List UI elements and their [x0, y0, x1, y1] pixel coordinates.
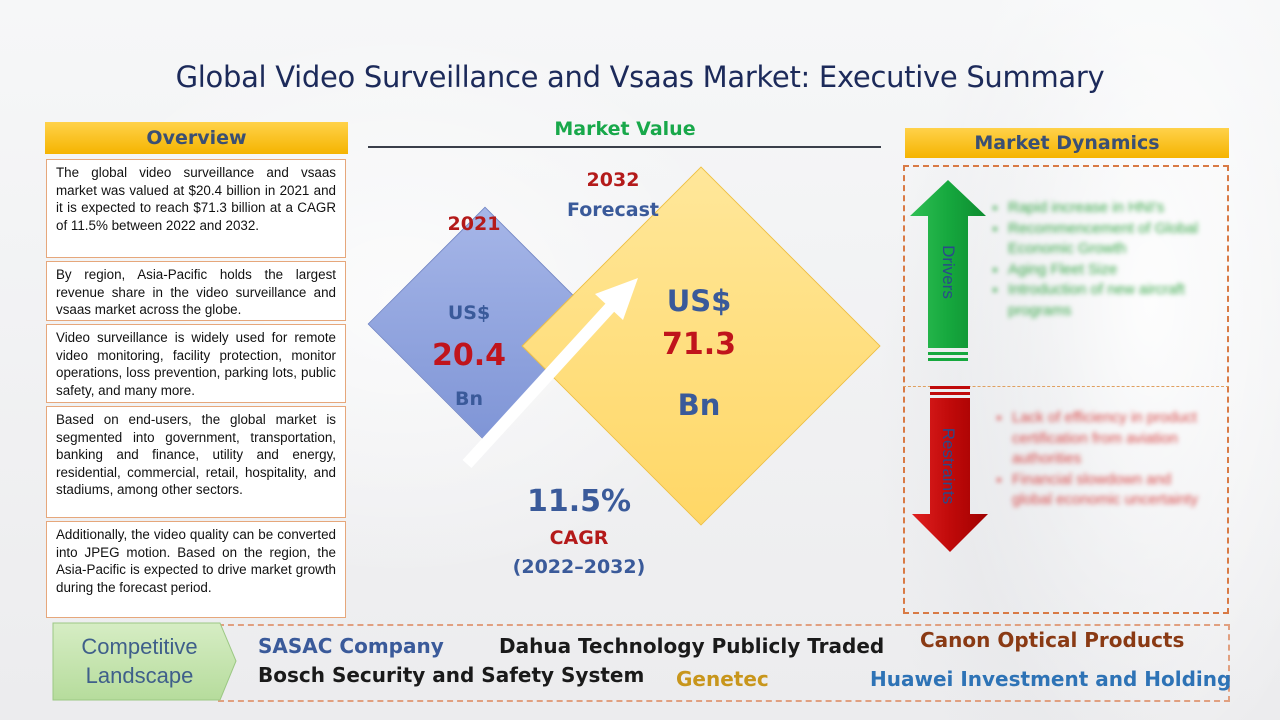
market-value-header: Market Value: [554, 118, 696, 140]
value-2032-unit: Bn: [677, 388, 721, 422]
company-name: Huawei Investment and Holding: [870, 667, 1232, 691]
company-name: Bosch Security and Safety System: [258, 663, 645, 687]
value-2021-unit: Bn: [454, 388, 483, 410]
cagr-label: CAGR: [549, 527, 609, 549]
competitive-label-line2: Landscape: [85, 663, 194, 688]
overview-item: Based on end-users, the global market is…: [46, 406, 346, 518]
overview-item: By region, Asia-Pacific holds the larges…: [46, 261, 346, 321]
restraints-label: Restraints: [939, 427, 958, 505]
driver-item: Aging Fleet Size: [1008, 260, 1220, 281]
driver-item: Rapid increase in HNI's: [1008, 198, 1220, 219]
market-dynamics-box: [903, 165, 1229, 614]
drivers-up-arrow-icon: [910, 180, 986, 361]
restraints-list: Lack of efficiency in product certificat…: [994, 408, 1214, 511]
market-dynamics-divider: [903, 386, 1229, 387]
competitive-label-line1: Competitive: [81, 634, 198, 659]
value-2021-currency: US$: [447, 302, 491, 324]
year-2032-label: 2032: [586, 169, 640, 191]
overview-list: The global video surveillance and vsaas …: [46, 159, 346, 621]
cagr-value: 11.5%: [526, 484, 632, 519]
company-name: Dahua Technology Publicly Traded: [499, 634, 885, 658]
overview-item: Additionally, the video quality can be c…: [46, 521, 346, 618]
competitive-landscape-label: Competitive Landscape: [52, 622, 237, 701]
page-title: Global Video Surveillance and Vsaas Mark…: [175, 60, 1105, 94]
restraint-item: Lack of efficiency in product certificat…: [1012, 408, 1214, 470]
company-name: SASAC Company: [258, 634, 444, 658]
company-name: Genetec: [676, 667, 769, 691]
company-name: Canon Optical Products: [920, 628, 1185, 652]
overview-header: Overview: [45, 122, 348, 154]
value-2021-amount: 20.4: [431, 338, 507, 373]
growth-arrow-icon: [462, 278, 638, 469]
restraint-item: Financial slowdown and global economic u…: [1012, 470, 1214, 511]
overview-item: The global video surveillance and vsaas …: [46, 159, 346, 258]
market-dynamics-header: Market Dynamics: [905, 128, 1229, 158]
restraints-down-arrow-icon: [912, 386, 988, 552]
market-value-divider: [368, 146, 881, 148]
forecast-label: Forecast: [567, 199, 659, 221]
chevron-shape-icon: [52, 622, 237, 701]
driver-item: Introduction of new aircraft programs: [1008, 280, 1220, 321]
value-2032-amount: 71.3: [661, 327, 737, 362]
drivers-label: Drivers: [939, 245, 958, 299]
drivers-list: Rapid increase in HNI's Recommencement o…: [990, 198, 1220, 321]
year-2021-label: 2021: [447, 213, 501, 235]
driver-item: Recommencement of Global Economic Growth: [1008, 219, 1220, 260]
value-2032-currency: US$: [666, 284, 732, 318]
cagr-period: (2022–2032): [512, 556, 646, 578]
overview-item: Video surveillance is widely used for re…: [46, 324, 346, 403]
